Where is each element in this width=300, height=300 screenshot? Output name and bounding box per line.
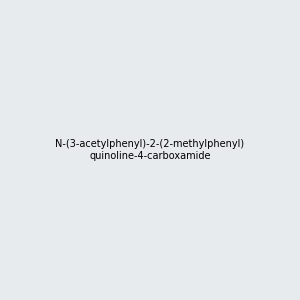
- Text: N-(3-acetylphenyl)-2-(2-methylphenyl)
quinoline-4-carboxamide: N-(3-acetylphenyl)-2-(2-methylphenyl) qu…: [56, 139, 244, 161]
